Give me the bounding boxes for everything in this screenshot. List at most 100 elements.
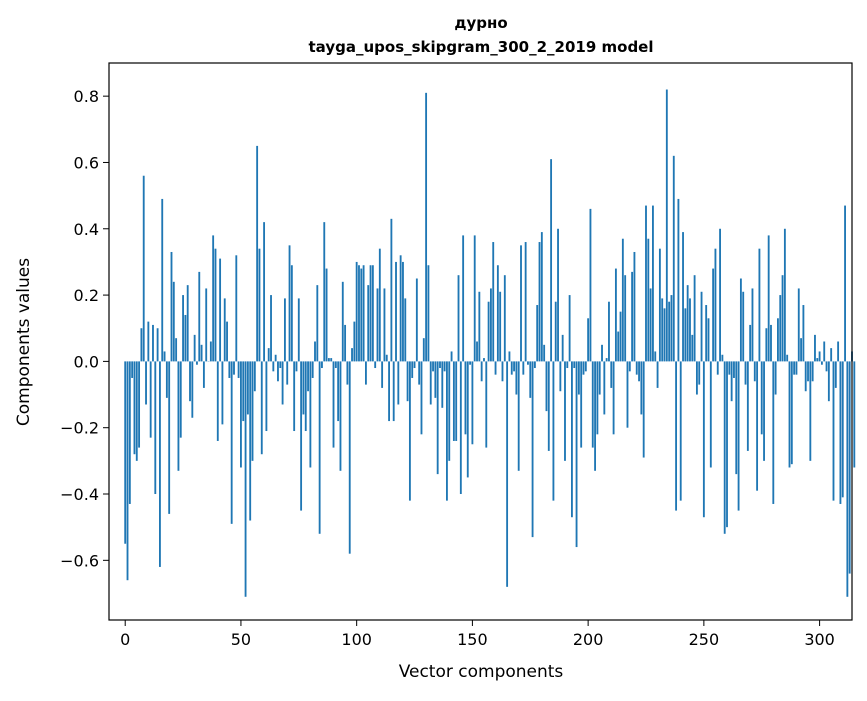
bar-256 xyxy=(717,361,719,374)
bar-273 xyxy=(756,361,758,490)
bar-153 xyxy=(478,292,480,362)
y-tick-label: −0.4 xyxy=(60,485,99,504)
bar-274 xyxy=(758,249,760,362)
bar-211 xyxy=(613,361,615,434)
y-tick-label: 0.0 xyxy=(74,352,99,371)
bar-307 xyxy=(835,361,837,388)
bar-181 xyxy=(543,345,545,362)
bar-92 xyxy=(337,361,339,421)
bar-28 xyxy=(189,361,191,401)
bar-112 xyxy=(384,288,386,361)
bar-24 xyxy=(180,361,182,437)
bar-161 xyxy=(497,265,499,361)
bar-141 xyxy=(451,351,453,361)
bar-121 xyxy=(404,298,406,361)
bar-154 xyxy=(481,361,483,381)
bar-111 xyxy=(381,361,383,388)
bar-254 xyxy=(712,269,714,362)
bar-173 xyxy=(525,242,527,361)
bar-8 xyxy=(143,176,145,362)
bar-81 xyxy=(312,361,314,378)
bar-147 xyxy=(465,361,467,434)
bar-308 xyxy=(837,342,839,362)
bar-162 xyxy=(499,292,501,362)
bar-122 xyxy=(407,361,409,401)
bar-105 xyxy=(367,285,369,361)
y-tick-label: −0.6 xyxy=(60,551,99,570)
y-tick-label: 0.8 xyxy=(74,87,99,106)
bar-179 xyxy=(539,242,541,361)
bar-53 xyxy=(247,361,249,414)
bar-56 xyxy=(254,361,256,391)
bar-59 xyxy=(261,361,263,454)
bar-249 xyxy=(701,292,703,362)
bar-140 xyxy=(448,361,450,460)
bar-282 xyxy=(777,318,779,361)
bar-33 xyxy=(201,345,203,362)
bar-303 xyxy=(826,361,828,371)
bar-73 xyxy=(293,361,295,431)
bar-23 xyxy=(178,361,180,470)
bar-292 xyxy=(800,338,802,361)
bar-74 xyxy=(296,361,298,371)
bar-38 xyxy=(212,235,214,361)
bar-214 xyxy=(620,312,622,362)
bar-222 xyxy=(638,361,640,381)
bar-96 xyxy=(346,361,348,384)
bar-85 xyxy=(321,361,323,368)
bar-132 xyxy=(430,361,432,404)
bar-240 xyxy=(680,361,682,500)
bar-195 xyxy=(576,361,578,547)
bar-285 xyxy=(784,229,786,362)
bar-65 xyxy=(275,355,277,362)
bar-43 xyxy=(224,298,226,361)
bar-66 xyxy=(277,361,279,381)
bar-208 xyxy=(606,358,608,361)
bar-198 xyxy=(583,361,585,374)
bar-103 xyxy=(363,265,365,361)
bar-152 xyxy=(476,342,478,362)
bar-175 xyxy=(529,361,531,397)
bar-16 xyxy=(161,199,163,361)
bar-155 xyxy=(483,358,485,361)
bar-133 xyxy=(432,361,434,371)
bar-263 xyxy=(733,361,735,378)
bar-187 xyxy=(557,229,559,362)
bar-61 xyxy=(265,361,267,431)
bar-11 xyxy=(150,361,152,437)
bar-41 xyxy=(219,259,221,362)
bar-267 xyxy=(742,292,744,362)
bar-120 xyxy=(402,262,404,361)
bar-137 xyxy=(441,361,443,407)
bar-289 xyxy=(793,361,795,374)
bar-168 xyxy=(513,361,515,371)
bar-75 xyxy=(298,298,300,361)
bar-17 xyxy=(164,351,166,361)
bar-93 xyxy=(340,361,342,470)
bar-241 xyxy=(682,232,684,361)
bar-91 xyxy=(335,361,337,368)
x-tick-label: 150 xyxy=(457,630,488,649)
bar-118 xyxy=(397,361,399,404)
bar-25 xyxy=(182,295,184,361)
bar-299 xyxy=(816,358,818,361)
bar-246 xyxy=(694,275,696,361)
bar-44 xyxy=(226,322,228,362)
bar-300 xyxy=(819,351,821,361)
bar-291 xyxy=(798,288,800,361)
bar-35 xyxy=(205,288,207,361)
bar-203 xyxy=(594,361,596,470)
bar-68 xyxy=(282,361,284,404)
bar-283 xyxy=(779,295,781,361)
bar-202 xyxy=(592,361,594,447)
bar-116 xyxy=(393,361,395,421)
bar-200 xyxy=(587,318,589,361)
bar-172 xyxy=(522,361,524,374)
x-axis-label: Vector components xyxy=(399,662,564,682)
x-tick-label: 0 xyxy=(120,630,130,649)
bar-218 xyxy=(629,361,631,371)
bar-257 xyxy=(719,229,721,362)
bar-312 xyxy=(846,361,848,596)
